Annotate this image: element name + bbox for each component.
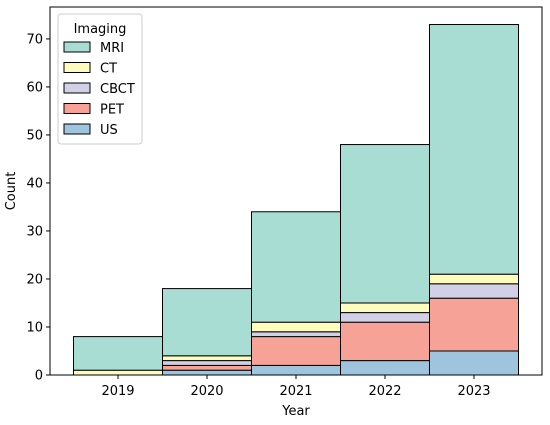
x-axis: 2019 2020 2021 2022 2023 [101, 375, 491, 399]
bar-segment-cbct-2023 [429, 283, 519, 299]
legend-swatch-pet [63, 103, 91, 114]
legend-swatch-mri [63, 41, 91, 53]
legend-title: Imaging [74, 22, 127, 37]
legend-label-mri: MRI [100, 41, 124, 56]
bar-segment-cbct-2021 [251, 331, 341, 338]
bar-segment-cbct-2022 [340, 312, 430, 323]
bar-segment-pet-2020 [162, 364, 252, 371]
legend-label-us: US [100, 123, 118, 138]
x-axis-label: Year [281, 404, 310, 419]
bar-segment-mri-2023 [429, 24, 519, 275]
legend-label-cbct: CBCT [100, 82, 135, 97]
bar-segment-pet-2022 [340, 321, 430, 362]
y-axis-label: Count [4, 172, 19, 211]
legend: Imaging MRI CT CBCT PET US [57, 13, 143, 145]
bar-segment-ct-2022 [340, 302, 430, 314]
legend-label-ct: CT [100, 62, 117, 77]
bar-segment-pet-2023 [429, 297, 519, 352]
legend-items: MRI CT CBCT PET US [63, 41, 135, 138]
bars-layer [73, 24, 519, 376]
y-tick-label-30: 30 [26, 224, 43, 239]
legend-swatch-ct [63, 62, 91, 73]
y-tick-label-50: 50 [26, 128, 43, 143]
bar-segment-mri-2020 [162, 288, 252, 357]
y-axis: 0 10 20 30 40 50 60 70 [26, 32, 50, 384]
x-tick-label-2022: 2022 [368, 384, 401, 399]
legend-swatch-cbct [63, 82, 91, 94]
bar-segment-cbct-2020 [162, 360, 252, 366]
y-tick-label-70: 70 [26, 32, 43, 47]
bar-segment-mri-2022 [340, 144, 430, 304]
bar-segment-us-2023 [429, 350, 519, 376]
bar-segment-ct-2021 [251, 321, 341, 333]
y-tick-label-60: 60 [26, 80, 43, 95]
bar-segment-us-2022 [340, 360, 430, 376]
x-tick-label-2020: 2020 [190, 384, 223, 399]
bar-segment-us-2020 [162, 369, 252, 376]
y-tick-label-0: 0 [35, 369, 43, 384]
bar-segment-ct-2019 [73, 369, 163, 376]
x-tick-label-2019: 2019 [101, 384, 134, 399]
bar-segment-ct-2020 [162, 355, 252, 362]
bar-segment-ct-2023 [429, 273, 519, 285]
y-tick-label-20: 20 [26, 272, 43, 287]
bar-segment-mri-2021 [251, 211, 341, 323]
y-tick-label-10: 10 [26, 320, 43, 335]
bar-segment-mri-2019 [73, 336, 163, 371]
x-tick-label-2021: 2021 [279, 384, 312, 399]
y-tick-label-40: 40 [26, 176, 43, 191]
legend-swatch-us [63, 123, 91, 135]
x-tick-label-2023: 2023 [457, 384, 490, 399]
legend-label-pet: PET [100, 103, 124, 118]
bar-segment-us-2021 [251, 364, 341, 376]
bar-segment-pet-2021 [251, 336, 341, 366]
